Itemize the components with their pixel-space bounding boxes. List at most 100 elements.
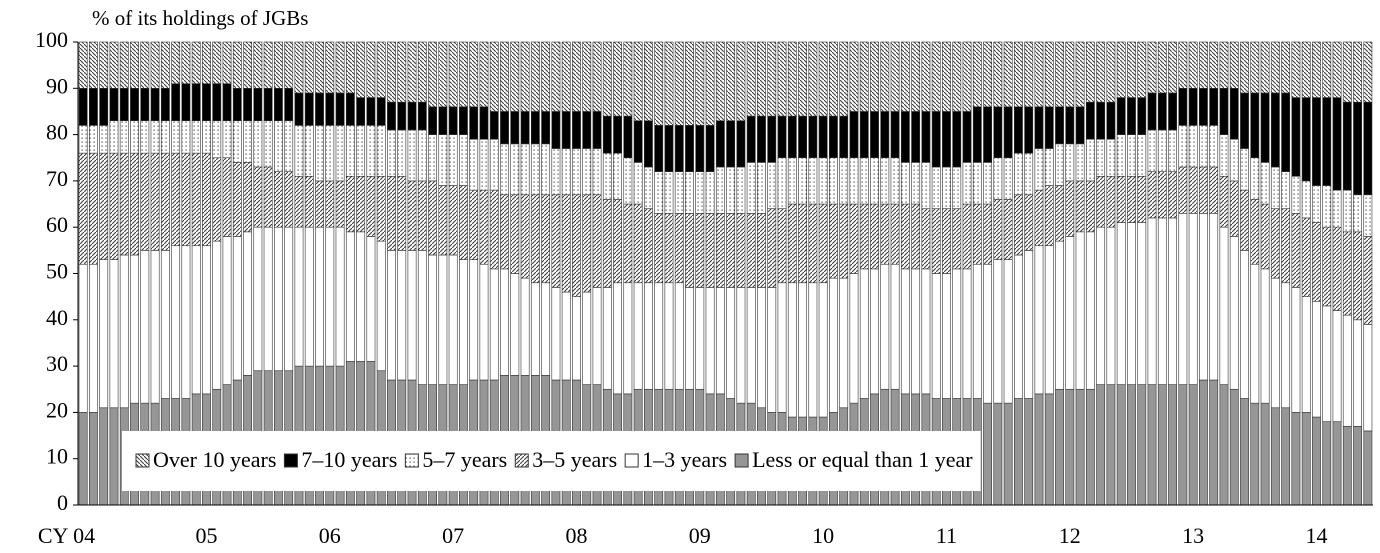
bar-segment: [1127, 222, 1136, 385]
bar-segment: [1085, 101, 1095, 140]
bar-segment: [171, 152, 181, 247]
bar-segment: [623, 157, 633, 205]
y-axis-title: % of its holdings of JGBs: [92, 6, 308, 30]
bar-segment: [263, 41, 273, 89]
bar-segment: [345, 231, 355, 362]
bar-segment: [561, 111, 571, 149]
bar-segment: [232, 120, 242, 163]
bar-segment: [900, 203, 910, 270]
bar-segment: [1209, 41, 1219, 89]
bar-segment: [1127, 41, 1136, 98]
x-tick-label: 09: [689, 523, 711, 548]
bar-segment: [315, 226, 324, 367]
bar-segment: [644, 282, 653, 390]
bar-segment: [448, 254, 458, 385]
bar-segment: [407, 180, 417, 251]
bar-segment: [942, 208, 951, 274]
bar-segment: [705, 125, 715, 172]
bar-segment: [376, 125, 386, 177]
bar-segment: [387, 175, 396, 251]
bar-segment: [1137, 222, 1147, 385]
bar-segment: [890, 41, 900, 112]
bar-segment: [417, 250, 427, 385]
bar-segment: [715, 166, 725, 214]
bar-segment: [191, 120, 201, 154]
bar-segment: [644, 41, 653, 122]
bar-segment: [582, 41, 592, 112]
bar-segment: [78, 263, 88, 413]
bar-segment: [376, 97, 386, 126]
bar-segment: [1178, 213, 1188, 385]
bar-segment: [664, 41, 674, 126]
bar-segment: [1157, 171, 1167, 219]
bar-segment: [551, 41, 561, 112]
bar-segment: [972, 263, 982, 399]
bar-segment: [1332, 41, 1342, 98]
bar-segment: [1024, 250, 1034, 399]
legend-box: [122, 431, 981, 491]
bar-segment: [181, 152, 191, 247]
x-tick-label: 10: [812, 523, 834, 548]
bar-segment: [726, 120, 736, 168]
bar-segment: [911, 162, 921, 205]
bar-segment: [1312, 416, 1321, 506]
bar-segment: [469, 189, 479, 260]
bar-segment: [757, 115, 766, 163]
bar-segment: [1168, 384, 1177, 506]
bar-segment: [428, 134, 437, 182]
bar-segment: [829, 41, 838, 117]
bar-segment: [808, 115, 818, 159]
bar-segment: [274, 88, 283, 122]
bar-segment: [448, 134, 458, 186]
bar-segment: [808, 282, 818, 418]
bar-segment: [572, 41, 581, 112]
bar-segment: [705, 213, 715, 288]
bar-segment: [962, 162, 972, 205]
bar-segment: [510, 273, 520, 376]
bar-segment: [366, 41, 376, 98]
bar-segment: [1044, 148, 1054, 186]
bar-segment: [654, 171, 664, 214]
bar-segment: [1270, 41, 1280, 94]
bar-segment: [911, 268, 921, 395]
bar-segment: [109, 407, 119, 506]
bar-segment: [1291, 41, 1301, 98]
bar-segment: [1332, 421, 1342, 506]
bar-segment: [428, 106, 437, 135]
bar-segment: [1281, 407, 1291, 506]
bar-segment: [715, 120, 725, 168]
bar-segment: [551, 148, 561, 196]
y-tick-label: 60: [46, 212, 68, 237]
x-tick-label: 08: [565, 523, 587, 548]
bar-segment: [1199, 213, 1208, 381]
bar-segment: [1270, 166, 1280, 209]
bar-segment: [1055, 41, 1064, 108]
bar-segment: [469, 41, 479, 108]
bar-segment: [839, 203, 849, 279]
bar-segment: [500, 268, 509, 376]
bar-segment: [99, 88, 109, 126]
bar-segment: [818, 157, 828, 205]
bar-segment: [1199, 379, 1208, 506]
bar-segment: [140, 250, 150, 404]
y-tick-label: 100: [35, 27, 68, 52]
bar-segment: [232, 88, 242, 122]
bar-segment: [263, 226, 273, 372]
bar-segment: [510, 111, 520, 145]
bar-segment: [952, 41, 962, 112]
bar-segment: [417, 41, 427, 103]
bar-segment: [304, 41, 314, 94]
bar-segment: [1229, 236, 1239, 390]
bar-segment: [1240, 92, 1249, 149]
bar-segment: [1024, 398, 1034, 506]
bar-segment: [1270, 407, 1280, 506]
bar-segment: [613, 41, 622, 117]
bar-segment: [890, 111, 900, 159]
bar-segment: [438, 41, 448, 108]
bar-segment: [284, 171, 294, 228]
bar-segment: [1085, 388, 1095, 506]
bar-segment: [284, 88, 294, 122]
bar-segment: [1342, 314, 1352, 427]
bar-segment: [921, 111, 931, 163]
bar-segment: [1106, 175, 1116, 228]
